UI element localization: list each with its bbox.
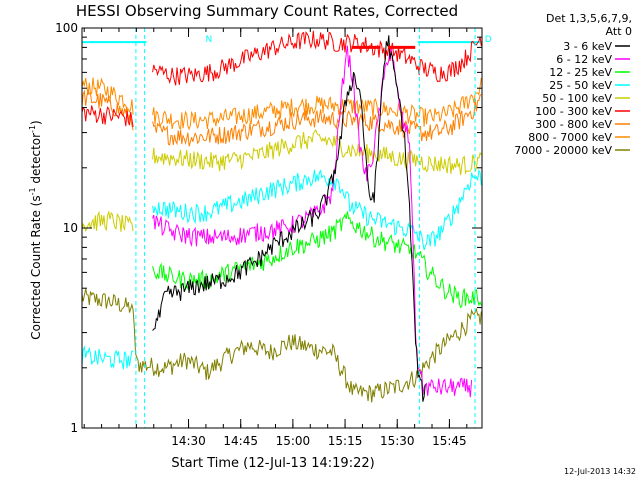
legend-label: 300 - 800 keV [535, 118, 612, 131]
x-tick-label: 15:00 [276, 434, 311, 448]
series-3-6-kev [152, 35, 426, 402]
series-300-800-kev [82, 88, 482, 147]
svg-text:Corrected Count Rate (s-1 dete: Corrected Count Rate (s-1 detector-1) [28, 120, 43, 339]
x-tick-label: 14:45 [223, 434, 258, 448]
annotation-d: D [485, 35, 492, 45]
series-line [152, 45, 473, 398]
x-tick-label: 15:45 [432, 434, 467, 448]
series-6-12-kev [152, 45, 473, 398]
series-line [82, 169, 482, 370]
ylabel-sup1: -1 [28, 187, 37, 195]
series-12-25-kev [152, 211, 482, 309]
series-7000-20000-kev [82, 288, 482, 403]
x-tick-label: 14:30 [171, 434, 206, 448]
x-tick-label: 15:30 [380, 434, 415, 448]
footer-timestamp: 12-Jul-2013 14:32 [564, 467, 636, 476]
ylabel-sup2: -1 [28, 125, 37, 133]
axes-layer: N D 1 10 100 14:30 14:45 15:00 15:15 15:30 15:45 [55, 21, 492, 448]
legend-label: 7000 - 20000 keV [514, 144, 612, 157]
series-50-100-kev [82, 128, 482, 233]
annotation-n: N [205, 35, 212, 45]
series-25-50-kev [82, 169, 482, 370]
series-line [82, 288, 482, 403]
y-tick-label: 10 [63, 221, 78, 235]
series-line [152, 211, 482, 309]
y-tick-label: 1 [70, 421, 78, 435]
legend-label: 100 - 300 keV [535, 105, 612, 118]
x-tick-label: 15:15 [328, 434, 363, 448]
series-line [82, 128, 482, 233]
legend-label: 6 - 12 keV [556, 53, 612, 66]
series-100-300-kev [82, 30, 482, 128]
legend-header-line2: Att 0 [606, 25, 632, 38]
legend-label: 50 - 100 keV [542, 92, 612, 105]
legend-label: 25 - 50 keV [549, 79, 612, 92]
y-axis-label: Corrected Count Rate (s-1 detector-1) [28, 120, 43, 339]
legend-label: 3 - 6 keV [563, 40, 612, 53]
legend-header-line1: Det 1,3,5,6,7,9, [546, 12, 632, 25]
chart-title: HESSI Observing Summary Count Rates, Cor… [76, 2, 458, 20]
series-line [152, 35, 426, 402]
ylabel-main: Corrected Count Rate (s [29, 195, 43, 339]
series-line [82, 88, 482, 147]
legend-label: 12 - 25 keV [549, 66, 612, 79]
x-axis-label: Start Time (12-Jul-13 14:19:22) [171, 456, 374, 471]
ylabel-end: ) [29, 120, 43, 125]
y-tick-label: 100 [55, 21, 78, 35]
ylabel-mid: detector [29, 133, 43, 188]
series-line [82, 30, 482, 128]
legend-label: 800 - 7000 keV [528, 131, 612, 144]
